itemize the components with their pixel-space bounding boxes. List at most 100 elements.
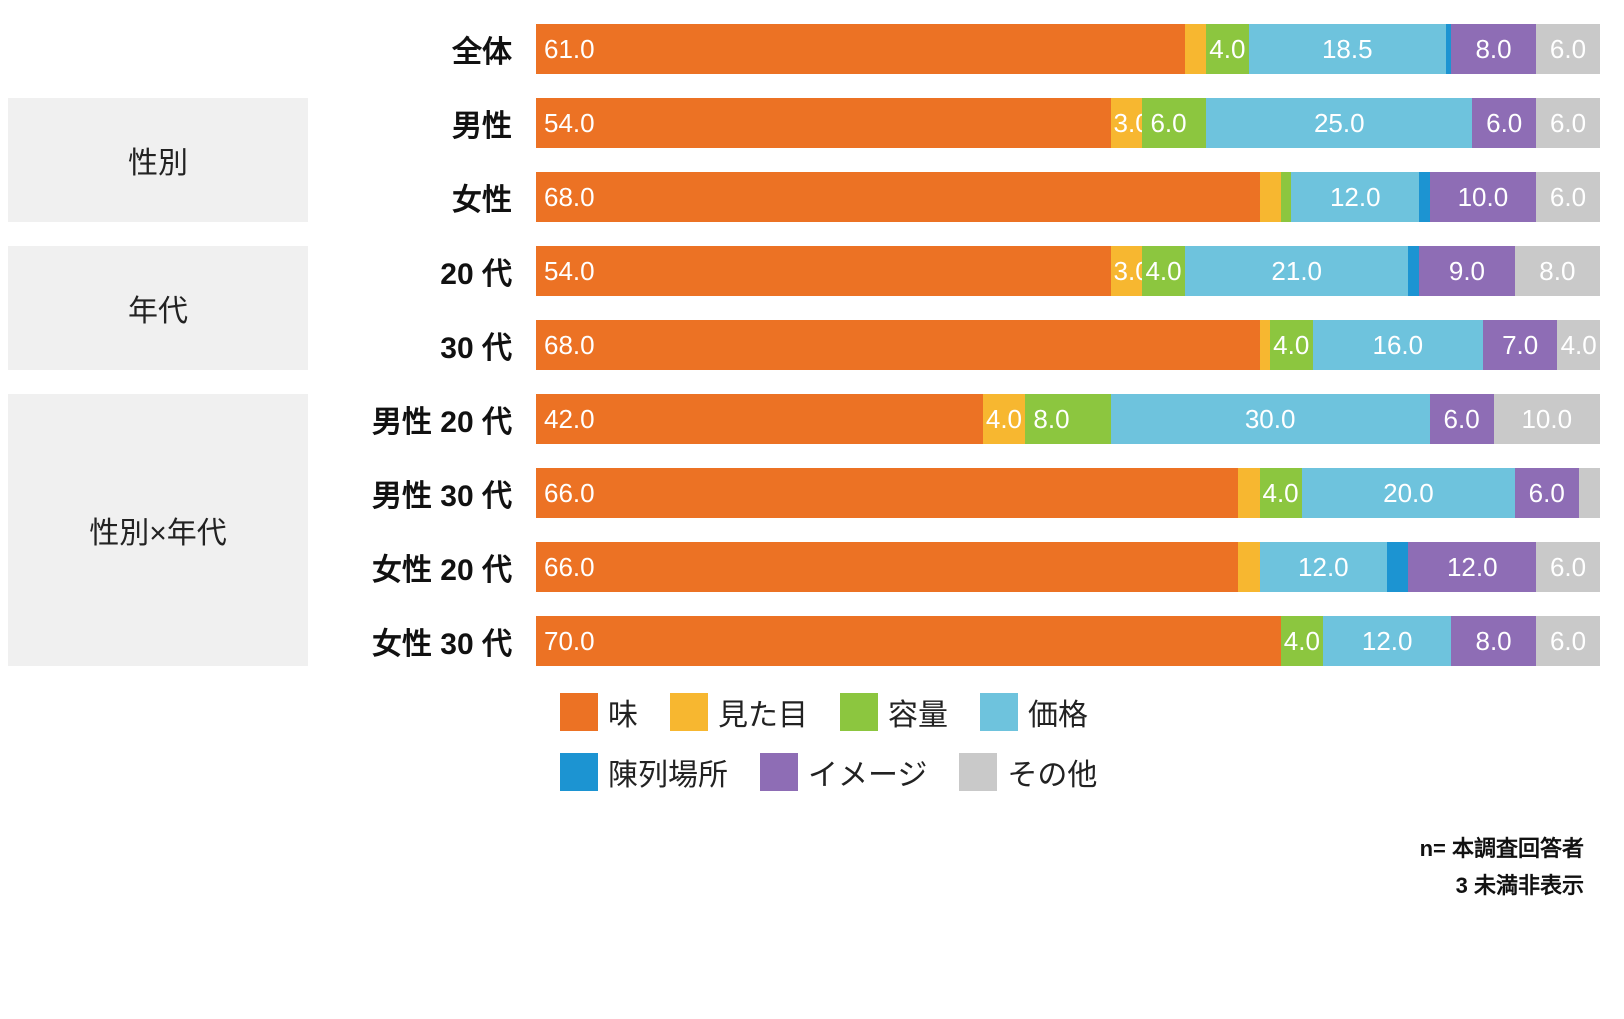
legend-label: 味 — [608, 690, 638, 734]
bar-segment-look: 3.0 — [1111, 98, 1143, 148]
legend-swatch — [840, 693, 878, 731]
bar-segment-other: 6.0 — [1536, 616, 1600, 666]
bar-segment-look — [1185, 24, 1206, 74]
bar-segment-image: 12.0 — [1408, 542, 1536, 592]
bar-segment-taste: 54.0 — [536, 246, 1111, 296]
chart-legend: 味 見た目 容量 価格陳列場所 イメージ その他 — [560, 690, 1360, 810]
bar-segment-price: 25.0 — [1206, 98, 1472, 148]
bar-segment-placement — [1408, 246, 1419, 296]
chart-row: 男性 30 代66.0 4.020.06.0 — [330, 468, 1600, 518]
legend-label: 容量 — [888, 690, 948, 734]
bar-segment-price: 20.0 — [1302, 468, 1515, 518]
bar-segment-volume: 4.0 — [1260, 468, 1303, 518]
bar-segment-other — [1579, 468, 1600, 518]
bar-segment-image: 6.0 — [1515, 468, 1579, 518]
legend-swatch — [760, 753, 798, 791]
bar-segment-other: 6.0 — [1536, 98, 1600, 148]
bar-segment-price: 30.0 — [1111, 394, 1430, 444]
bar-segment-image: 8.0 — [1451, 616, 1536, 666]
bar-segment-other: 10.0 — [1494, 394, 1600, 444]
bar-segment-other: 6.0 — [1536, 542, 1600, 592]
stacked-bar: 54.03.06.025.06.06.0 — [536, 98, 1600, 148]
legend-swatch — [670, 693, 708, 731]
bar-segment-look: 4.0 — [983, 394, 1026, 444]
chart-row: 男性 20 代42.04.08.030.06.010.0 — [330, 394, 1600, 444]
bar-segment-taste: 42.0 — [536, 394, 983, 444]
group-label: 性別×年代 — [8, 394, 308, 666]
legend-label: 価格 — [1028, 690, 1088, 734]
bar-segment-taste: 68.0 — [536, 172, 1260, 222]
row-label: 全体 — [330, 27, 536, 71]
chart-row: 30 代68.04.016.07.04.0 — [330, 320, 1600, 370]
bar-segment-look — [1260, 320, 1271, 370]
bar-segment-volume: 4.0 — [1281, 616, 1324, 666]
footnote-line: 3 未満非表示 — [1420, 867, 1584, 904]
bar-segment-price: 16.0 — [1313, 320, 1483, 370]
legend-row: 味 見た目 容量 価格 — [560, 690, 1360, 734]
bar-segment-volume — [1281, 172, 1292, 222]
legend-label: その他 — [1007, 750, 1097, 794]
stacked-bar: 66.012.012.06.0 — [536, 542, 1600, 592]
chart-row: 男性54.03.06.025.06.06.0 — [330, 98, 1600, 148]
chart-row: 女性68.0 12.010.06.0 — [330, 172, 1600, 222]
stacked-bar: 68.04.016.07.04.0 — [536, 320, 1600, 370]
row-label: 20 代 — [330, 249, 536, 293]
bar-segment-placement — [1419, 172, 1430, 222]
row-label: 女性 30 代 — [330, 619, 536, 663]
chart-footnote: n= 本調査回答者 3 未満非表示 — [1420, 830, 1584, 905]
bar-segment-price: 21.0 — [1185, 246, 1408, 296]
stacked-bar: 61.0 4.018.58.06.0 — [536, 24, 1600, 74]
bar-segment-volume: 4.0 — [1270, 320, 1313, 370]
bar-segment-placement — [1387, 542, 1408, 592]
stacked-bar: 54.03.04.021.09.08.0 — [536, 246, 1600, 296]
bar-segment-volume: 4.0 — [1142, 246, 1185, 296]
legend-row: 陳列場所 イメージ その他 — [560, 750, 1360, 794]
bar-segment-price: 12.0 — [1291, 172, 1419, 222]
bar-segment-image: 6.0 — [1472, 98, 1536, 148]
legend-swatch — [560, 693, 598, 731]
chart-row: 20 代54.03.04.021.09.08.0 — [330, 246, 1600, 296]
stacked-bar: 42.04.08.030.06.010.0 — [536, 394, 1600, 444]
row-label: 男性 30 代 — [330, 471, 536, 515]
legend-swatch — [959, 753, 997, 791]
stacked-bar: 66.0 4.020.06.0 — [536, 468, 1600, 518]
bar-segment-look — [1260, 172, 1281, 222]
bar-segment-image: 10.0 — [1430, 172, 1536, 222]
row-label: 男性 — [330, 101, 536, 145]
bar-segment-volume: 8.0 — [1025, 394, 1110, 444]
bar-segment-look — [1238, 468, 1259, 518]
stacked-bar: 70.04.012.08.06.0 — [536, 616, 1600, 666]
bar-segment-price: 12.0 — [1260, 542, 1388, 592]
bar-segment-taste: 66.0 — [536, 468, 1238, 518]
legend-label: 見た目 — [718, 690, 808, 734]
bar-segment-other: 6.0 — [1536, 24, 1600, 74]
bar-segment-image: 8.0 — [1451, 24, 1536, 74]
chart-row: 女性 20 代66.012.012.06.0 — [330, 542, 1600, 592]
legend-swatch — [560, 753, 598, 791]
bar-segment-price: 18.5 — [1249, 24, 1446, 74]
bar-segment-look: 3.0 — [1111, 246, 1143, 296]
stacked-bar: 68.0 12.010.06.0 — [536, 172, 1600, 222]
bar-segment-taste: 54.0 — [536, 98, 1111, 148]
bar-segment-image: 7.0 — [1483, 320, 1557, 370]
legend-label: イメージ — [808, 750, 927, 794]
chart-row: 全体61.0 4.018.58.06.0 — [330, 24, 1600, 74]
legend-label: 陳列場所 — [608, 750, 728, 794]
bar-segment-taste: 66.0 — [536, 542, 1238, 592]
bar-segment-other: 8.0 — [1515, 246, 1600, 296]
chart-rows: 全体61.04.018.58.06.0男性54.03.06.025.06.06.… — [330, 24, 1600, 690]
footnote-line: n= 本調査回答者 — [1420, 830, 1584, 867]
group-label: 年代 — [8, 246, 308, 370]
group-label: 性別 — [8, 98, 308, 222]
legend-swatch — [980, 693, 1018, 731]
bar-segment-other: 6.0 — [1536, 172, 1600, 222]
bar-segment-volume: 4.0 — [1206, 24, 1249, 74]
bar-segment-look — [1238, 542, 1259, 592]
bar-segment-taste: 70.0 — [536, 616, 1281, 666]
row-label: 女性 — [330, 175, 536, 219]
bar-segment-image: 9.0 — [1419, 246, 1515, 296]
bar-segment-taste: 61.0 — [536, 24, 1185, 74]
bar-segment-taste: 68.0 — [536, 320, 1260, 370]
bar-segment-other: 4.0 — [1557, 320, 1600, 370]
bar-segment-price: 12.0 — [1323, 616, 1451, 666]
